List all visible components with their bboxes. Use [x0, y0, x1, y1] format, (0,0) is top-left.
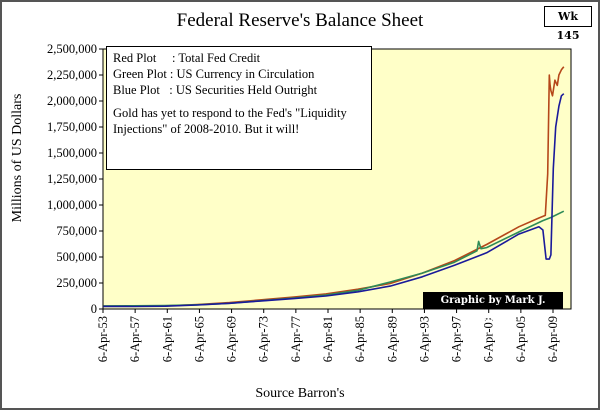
gold-note: Gold has yet to respond to the Fed's "Li…: [113, 106, 347, 136]
x-tick-label: 6-Apr-85: [353, 316, 367, 362]
y-tick-label: 0: [91, 302, 97, 316]
y-tick-label: 2,250,000: [47, 68, 97, 82]
x-tick-label: 6-Apr-61: [160, 316, 174, 362]
legend-entry-red: Red Plot : Total Fed Credit: [113, 51, 261, 65]
y-tick-label: 1,000,000: [47, 198, 97, 212]
legend-box: Red Plot : Total Fed Credit Green Plot :…: [106, 46, 372, 170]
legend-entry-green: Green Plot : US Currency in Circulation: [113, 67, 315, 81]
x-tick-label: 6-Apr-09: [546, 316, 560, 362]
chart-title: Federal Reserve's Balance Sheet: [176, 10, 424, 31]
x-tick-label: 6-Apr-77: [289, 316, 303, 362]
y-tick-label: 250,000: [56, 276, 97, 290]
y-tick-label: 2,000,000: [47, 94, 97, 108]
week-badge: Wk 145: [544, 6, 592, 42]
x-tick-label: 6-Apr-89: [385, 316, 399, 362]
credit-label: Graphic by Mark J. Lundeen: [423, 292, 563, 323]
x-axis-label: Source Barron's: [255, 386, 345, 401]
x-tick-label: 6-Apr-93: [417, 316, 431, 362]
x-tick-label: 6-Apr-57: [128, 316, 142, 362]
y-tick-label: 2,500,000: [47, 42, 97, 56]
legend-entry-blue: Blue Plot : US Securities Held Outright: [113, 83, 318, 97]
y-tick-label: 750,000: [56, 224, 97, 238]
series-line-3: [103, 93, 565, 308]
x-tick-label: 6-Apr-65: [192, 316, 206, 362]
series-lines: [103, 66, 565, 308]
x-tick-label: 6-Apr-53: [96, 316, 110, 362]
y-tick-label: 1,250,000: [47, 172, 97, 186]
x-tick-label: 6-Apr-01: [482, 316, 496, 362]
x-tick-label: 6-Apr-05: [514, 316, 528, 362]
x-tick-label: 6-Apr-69: [225, 316, 239, 362]
y-tick-label: 500,000: [56, 250, 97, 264]
x-tick-label: 6-Apr-81: [321, 316, 335, 362]
y-tick-label: 1,500,000: [47, 146, 97, 160]
x-tick-label: 6-Apr-73: [257, 316, 271, 362]
x-axis: 6-Apr-53 6-Apr-57 6-Apr-61 6-Apr-65 6-Apr-69…: [96, 309, 560, 362]
y-tick-label: 1,750,000: [47, 120, 97, 134]
x-tick-label: 6-Apr-97: [450, 316, 464, 362]
y-axis: 0 250,000 500,000 750,000 1,000,000 1,250,000…: [47, 42, 103, 316]
